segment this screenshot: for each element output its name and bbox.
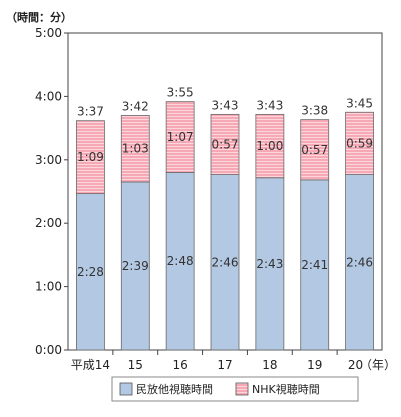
data-label-nhk: 0:59 [346, 136, 373, 150]
data-label-total: 3:37 [77, 105, 104, 119]
bar-segment-nhk [210, 113, 240, 175]
x-unit-label: （年） [360, 358, 396, 372]
data-label-total: 3:45 [346, 96, 373, 110]
y-tick-label: 1:00 [35, 280, 62, 294]
data-label-nhk: 1:03 [122, 142, 149, 156]
bar-segment-minpo [300, 179, 330, 351]
data-label-minpo: 2:43 [256, 257, 283, 271]
legend: 民放他視聴時間 NHK視聴時間 [111, 376, 359, 402]
legend-swatch-minpo [119, 382, 133, 396]
data-label-total: 3:43 [212, 98, 239, 112]
bar-segment-minpo [255, 177, 285, 351]
x-tick-label: 16 [173, 358, 188, 372]
data-label-total: 3:43 [256, 98, 283, 112]
data-label-nhk: 1:09 [77, 150, 104, 164]
data-label-nhk: 0:57 [212, 137, 239, 151]
bars: 2:28 1:09 3:37 2:39 1:03 3:42 2:48 1:07 3:55 2:46… [76, 86, 374, 351]
x-tick-label: 15 [128, 358, 143, 372]
x-tick-label: 19 [307, 358, 322, 372]
y-tick-label: 4:00 [35, 89, 62, 103]
data-label-minpo: 2:39 [122, 259, 149, 273]
data-label-minpo: 2:28 [77, 265, 104, 279]
bar-segment-minpo [210, 174, 240, 351]
x-tick-label: 平成14 [71, 358, 110, 372]
legend-swatch-nhk [235, 382, 249, 396]
bar-segment-nhk [255, 113, 285, 179]
data-label-total: 3:55 [167, 86, 194, 100]
bar-segment-nhk [120, 115, 150, 183]
data-label-minpo: 2:41 [301, 258, 328, 272]
y-tick-label: 2:00 [35, 216, 62, 230]
data-label-total: 3:42 [122, 99, 149, 113]
data-label-minpo: 2:46 [346, 255, 373, 269]
x-tick-label: 18 [262, 358, 277, 372]
bar-segment-minpo [165, 172, 195, 351]
bar-segment-nhk [300, 119, 330, 181]
legend-frame [111, 376, 359, 402]
bar-segment-minpo [76, 193, 105, 351]
bar-segment-nhk [345, 111, 374, 175]
y-unit-label: （時間：分） [6, 10, 72, 24]
y-tick-label: 3:00 [35, 153, 62, 167]
y-tick-label: 0:00 [35, 343, 62, 357]
data-label-minpo: 2:46 [212, 255, 239, 269]
x-tick-label: 17 [217, 358, 232, 372]
data-label-minpo: 2:48 [167, 254, 194, 268]
data-label-nhk: 0:57 [301, 143, 328, 157]
legend-label-minpo: 民放他視聴時間 [136, 382, 213, 396]
bar-segment-minpo [345, 174, 374, 351]
x-tick-label: 20 [348, 358, 363, 372]
data-label-nhk: 1:07 [167, 130, 194, 144]
bar-segment-nhk [76, 120, 105, 195]
x-axis: 平成14 15 16 17 18 19 20 [71, 350, 363, 372]
y-tick-label: 5:00 [35, 26, 62, 40]
y-axis: 0:00 1:00 2:00 3:00 4:00 5:00 [35, 26, 68, 357]
legend-label-nhk: NHK視聴時間 [252, 382, 320, 396]
bar-segment-nhk [165, 101, 195, 173]
data-label-nhk: 1:00 [256, 139, 283, 153]
data-label-total: 3:38 [301, 104, 328, 118]
